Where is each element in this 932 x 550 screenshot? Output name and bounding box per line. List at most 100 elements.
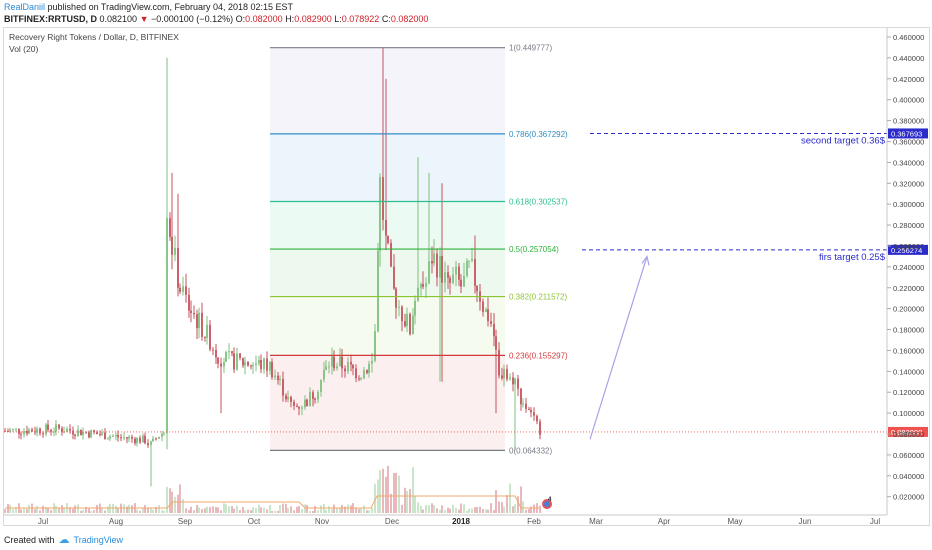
candle-body xyxy=(123,437,125,439)
candle-body xyxy=(96,432,98,435)
author-link[interactable]: RealDaniil xyxy=(4,2,46,12)
time-tick-label: Sep xyxy=(178,517,193,526)
volume-bar xyxy=(279,504,281,513)
volume-bar xyxy=(360,508,362,513)
time-tick-label: Jun xyxy=(799,517,812,526)
candle-body xyxy=(352,364,354,369)
candle-body xyxy=(406,313,408,327)
candle-body xyxy=(88,432,90,438)
candle-body xyxy=(530,409,532,413)
volume-bar xyxy=(244,510,246,513)
price-tick-label: 0.320000 xyxy=(893,179,924,188)
candle-body xyxy=(53,431,55,433)
candle-body xyxy=(212,349,214,351)
overlays: 0.082000 0.367693 second target 0.36$ 0.256… xyxy=(4,128,928,509)
volume-bar xyxy=(231,506,233,513)
volume-bar xyxy=(4,509,6,513)
volume-bar xyxy=(45,507,47,513)
volume-ma-line xyxy=(5,495,539,509)
candle-body xyxy=(514,378,516,385)
price-tick-label: 0.460000 xyxy=(893,33,924,42)
candle-body xyxy=(260,359,262,370)
volume-bar xyxy=(517,496,519,513)
volume-bar xyxy=(115,505,117,513)
volume-bar xyxy=(150,507,152,513)
volume-bar xyxy=(126,506,128,513)
candle-body xyxy=(498,349,500,376)
candle-body xyxy=(417,287,419,301)
price-tick-label: 0.040000 xyxy=(893,472,924,481)
candle-body xyxy=(495,336,497,350)
volume-bar xyxy=(382,468,384,513)
candle-body xyxy=(341,356,343,369)
candle-body xyxy=(171,236,173,255)
change-arrow: ▼ xyxy=(139,14,149,24)
target-price-badge xyxy=(888,128,928,139)
candle-body xyxy=(344,368,346,372)
candle-body xyxy=(350,361,352,365)
price-tick-label: 0.080000 xyxy=(893,430,924,439)
volume-bar xyxy=(530,506,532,513)
candle-body xyxy=(458,266,460,280)
volume-bar xyxy=(215,507,217,513)
tradingview-link[interactable]: TradingView xyxy=(73,534,124,545)
candle-body xyxy=(177,247,179,288)
candle-body xyxy=(99,434,101,436)
candle-body xyxy=(501,375,503,379)
candle-body xyxy=(174,247,176,255)
candle-body xyxy=(290,396,292,402)
volume-bar xyxy=(341,504,343,513)
volume-bar xyxy=(428,505,430,513)
candle-body xyxy=(301,407,303,409)
price-tick-label: 0.360000 xyxy=(893,137,924,146)
volume-bar xyxy=(525,509,527,513)
candle-body xyxy=(9,429,11,432)
fib-label: 0.786(0.367292) xyxy=(509,130,568,139)
candle-body xyxy=(112,435,114,437)
axes: 0.020000 0.040000 0.060000 0.080000 0.100000… xyxy=(4,28,924,526)
candle-body xyxy=(136,437,138,444)
volume-bar xyxy=(144,505,146,513)
symbol-label: BITFINEX:RRTUSD, D xyxy=(4,14,97,24)
candle-body xyxy=(182,286,184,292)
candle-body xyxy=(231,351,233,354)
candle-body xyxy=(217,357,219,364)
volume-bar xyxy=(455,507,457,513)
volume-bar xyxy=(158,505,160,513)
volume-bar xyxy=(422,509,424,513)
volume-bar xyxy=(93,510,95,513)
candle-body xyxy=(47,424,49,430)
volume-bar xyxy=(201,509,203,513)
volume-bar xyxy=(539,505,541,513)
candle-body xyxy=(139,437,141,443)
volume-bar xyxy=(363,505,365,513)
candle-body xyxy=(414,300,416,316)
candle-body xyxy=(244,361,246,366)
event-icon-inner xyxy=(544,501,550,507)
volume-bar xyxy=(533,504,535,513)
projection-arrow xyxy=(589,256,648,440)
candle-body xyxy=(72,430,74,435)
volume-bar xyxy=(55,505,57,513)
candle-body xyxy=(126,437,128,439)
price-tick-label: 0.100000 xyxy=(893,409,924,418)
volume-bar xyxy=(166,486,168,513)
volume-bar xyxy=(225,504,227,513)
volume-bar xyxy=(101,508,103,513)
candle-body xyxy=(239,353,241,359)
candle-body xyxy=(185,286,187,295)
candle-body xyxy=(252,365,254,367)
volume-bar xyxy=(204,508,206,513)
candle-body xyxy=(420,284,422,288)
volume-bar xyxy=(439,509,441,513)
candle-body xyxy=(163,433,165,435)
fib-label: 0.618(0.302537) xyxy=(509,198,568,207)
candle-body xyxy=(179,287,181,292)
time-tick-label: Oct xyxy=(248,517,261,526)
volume-bar xyxy=(501,502,503,513)
chart-frame[interactable] xyxy=(3,27,930,526)
candle-body xyxy=(390,242,392,267)
candle-body xyxy=(512,377,514,385)
candle-body xyxy=(266,358,268,371)
